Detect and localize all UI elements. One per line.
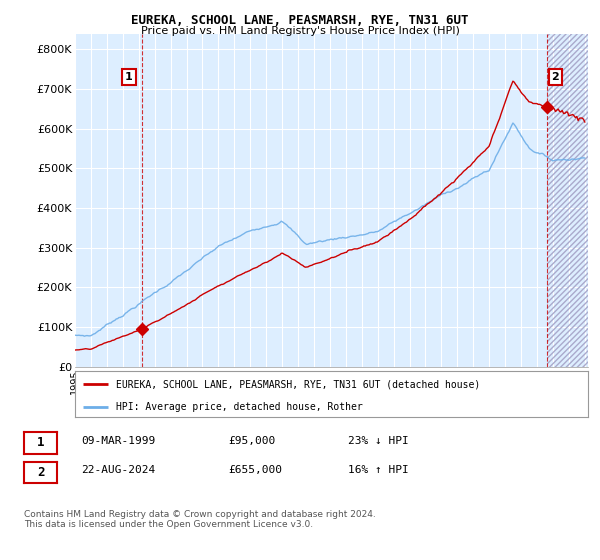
Text: 2: 2: [37, 466, 44, 479]
Text: 1: 1: [37, 436, 44, 450]
Text: Price paid vs. HM Land Registry's House Price Index (HPI): Price paid vs. HM Land Registry's House …: [140, 26, 460, 36]
Text: £655,000: £655,000: [228, 465, 282, 475]
Text: 23% ↓ HPI: 23% ↓ HPI: [348, 436, 409, 446]
Text: EUREKA, SCHOOL LANE, PEASMARSH, RYE, TN31 6UT: EUREKA, SCHOOL LANE, PEASMARSH, RYE, TN3…: [131, 14, 469, 27]
Text: 1: 1: [125, 72, 133, 82]
Text: 09-MAR-1999: 09-MAR-1999: [81, 436, 155, 446]
Text: 2: 2: [551, 72, 559, 82]
Text: 22-AUG-2024: 22-AUG-2024: [81, 465, 155, 475]
Text: HPI: Average price, detached house, Rother: HPI: Average price, detached house, Roth…: [116, 402, 363, 412]
Bar: [547, 34, 588, 367]
Text: Contains HM Land Registry data © Crown copyright and database right 2024.
This d: Contains HM Land Registry data © Crown c…: [24, 510, 376, 529]
Text: EUREKA, SCHOOL LANE, PEASMARSH, RYE, TN31 6UT (detached house): EUREKA, SCHOOL LANE, PEASMARSH, RYE, TN3…: [116, 379, 480, 389]
Text: 16% ↑ HPI: 16% ↑ HPI: [348, 465, 409, 475]
Text: £95,000: £95,000: [228, 436, 275, 446]
